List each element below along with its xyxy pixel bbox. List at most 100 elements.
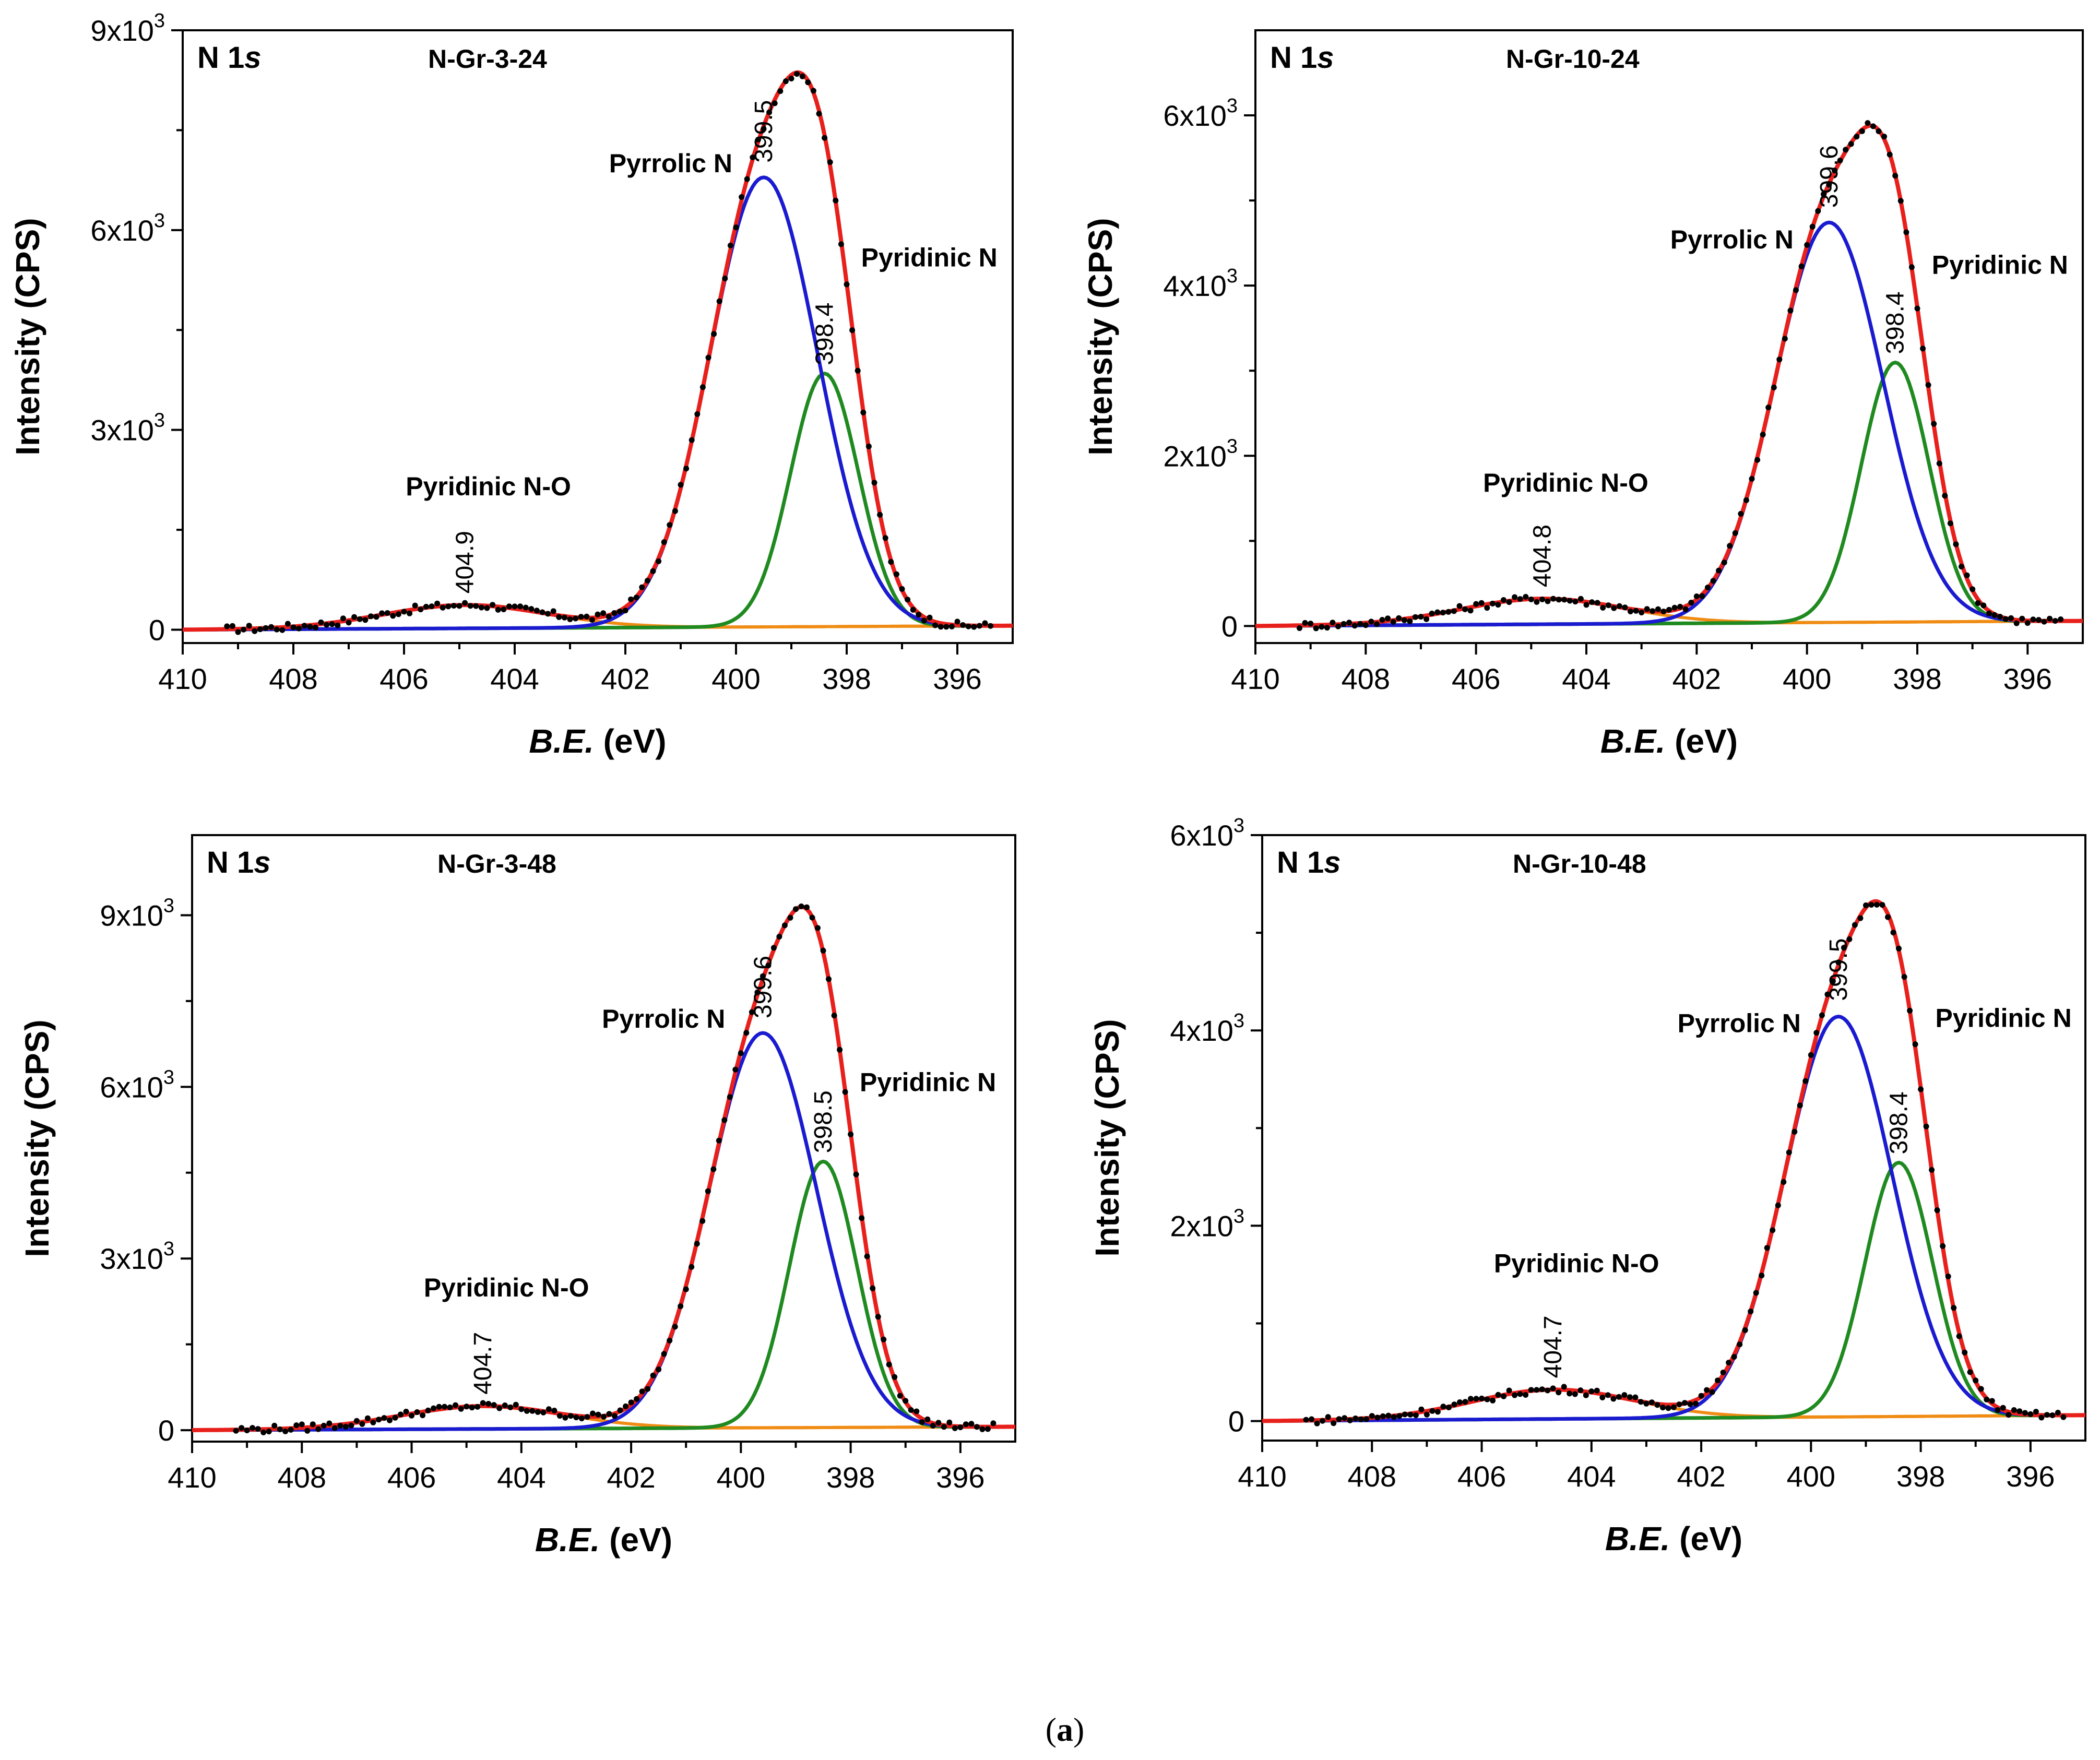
data-point	[667, 1337, 673, 1343]
data-point	[1599, 1395, 1606, 1400]
data-point	[1512, 1392, 1518, 1398]
data-point	[656, 1366, 662, 1373]
data-point	[1324, 625, 1330, 631]
data-point	[436, 1404, 442, 1410]
data-point	[793, 906, 799, 912]
data-point	[337, 1423, 343, 1429]
pyridinic-n-o-label: Pyridinic N-O	[424, 1273, 589, 1302]
y-tick-label-base: 4x10	[1163, 269, 1226, 302]
x-tick-label: 406	[1457, 1460, 1506, 1493]
data-point	[1945, 1274, 1951, 1279]
data-point	[1802, 1078, 1809, 1084]
pyrrolic-n-component	[1255, 220, 2083, 628]
data-point	[478, 604, 484, 611]
data-point	[1759, 1273, 1765, 1279]
data-point	[1887, 151, 1893, 158]
data-point	[1660, 1405, 1666, 1411]
data-point	[440, 604, 446, 611]
data-point	[401, 609, 407, 615]
data-point	[403, 1409, 409, 1414]
data-point	[1848, 141, 1854, 147]
data-point	[1385, 1412, 1392, 1419]
data-point	[1539, 1386, 1545, 1393]
data-point	[1358, 1416, 1364, 1422]
data-point	[1490, 1397, 1496, 1404]
data-point	[1688, 600, 1694, 605]
data-point	[1770, 1227, 1776, 1233]
data-point	[1841, 945, 1847, 951]
data-point	[2008, 615, 2014, 621]
x-tick-label: 400	[1787, 1460, 1835, 1493]
data-point	[1863, 902, 1869, 908]
data-point	[1462, 606, 1468, 612]
region-label-element: N 1	[207, 846, 254, 879]
data-point	[827, 159, 833, 165]
data-point	[1687, 1401, 1693, 1407]
x-tick-label: 406	[387, 1461, 436, 1494]
data-point	[533, 608, 540, 614]
data-point	[271, 1422, 278, 1429]
data-point	[963, 1421, 969, 1428]
data-point	[469, 1405, 475, 1411]
data-point	[523, 604, 529, 611]
data-point	[1986, 610, 1992, 616]
data-point	[1650, 608, 1656, 614]
data-point	[908, 1407, 914, 1413]
data-point	[667, 522, 673, 528]
data-point	[279, 627, 286, 633]
region-label-orbital: s	[1317, 41, 1334, 75]
data-point	[1737, 1341, 1743, 1348]
data-point	[810, 88, 816, 94]
data-point	[1907, 1007, 1913, 1014]
x-tick-label: 396	[2003, 662, 2052, 695]
data-point	[804, 904, 810, 910]
data-point	[545, 611, 551, 617]
data-point	[1313, 625, 1319, 632]
data-point	[1920, 346, 1926, 352]
data-point	[1302, 620, 1308, 626]
data-point	[2030, 616, 2036, 623]
x-tick-label: 402	[607, 1461, 655, 1494]
data-point	[2055, 1410, 2061, 1416]
data-point	[1959, 564, 1964, 569]
data-point	[1418, 1406, 1425, 1412]
data-point	[1331, 1420, 1337, 1426]
data-point	[1309, 1416, 1315, 1422]
data-point	[1720, 1370, 1726, 1375]
data-point	[445, 603, 452, 610]
x-axis-title-italic: B.E.	[1600, 722, 1665, 760]
data-point	[1953, 541, 1959, 548]
data-point	[1362, 622, 1369, 628]
data-point	[1577, 596, 1584, 602]
data-point	[490, 602, 496, 608]
data-point	[517, 603, 524, 610]
data-point	[346, 620, 352, 626]
data-point	[1429, 1408, 1435, 1414]
y-tick-label: 2x103	[1170, 1205, 1244, 1242]
data-point	[1748, 1309, 1754, 1315]
panel-n-gr-10-48: 410 408 406 404 402 400 398 39602x1034x1036x103…	[1088, 815, 2086, 1557]
data-point	[573, 615, 579, 622]
data-point	[932, 622, 939, 628]
data-point	[551, 1408, 557, 1413]
data-point	[362, 617, 369, 623]
x-tick-label: 400	[1783, 662, 1831, 695]
plot-frame	[1261, 834, 2086, 1442]
data-point	[772, 100, 778, 106]
data-point	[1643, 1400, 1650, 1407]
y-tick-label-exponent: 3	[1227, 265, 1238, 287]
data-point	[1632, 1394, 1639, 1400]
y-tick-label: 0	[149, 613, 165, 646]
data-point	[2000, 1405, 2006, 1411]
data-point	[1868, 902, 1874, 908]
data-point	[1989, 1398, 1995, 1404]
data-point	[578, 614, 584, 620]
data-point	[984, 1426, 991, 1432]
pyridinic-n-component	[192, 1159, 1015, 1432]
data-point	[1523, 593, 1529, 600]
data-point	[721, 1117, 728, 1123]
x-tick-label: 406	[379, 662, 428, 695]
data-point	[2011, 1407, 2017, 1413]
data-point	[513, 1401, 519, 1408]
x-tick-label: 400	[717, 1461, 765, 1494]
